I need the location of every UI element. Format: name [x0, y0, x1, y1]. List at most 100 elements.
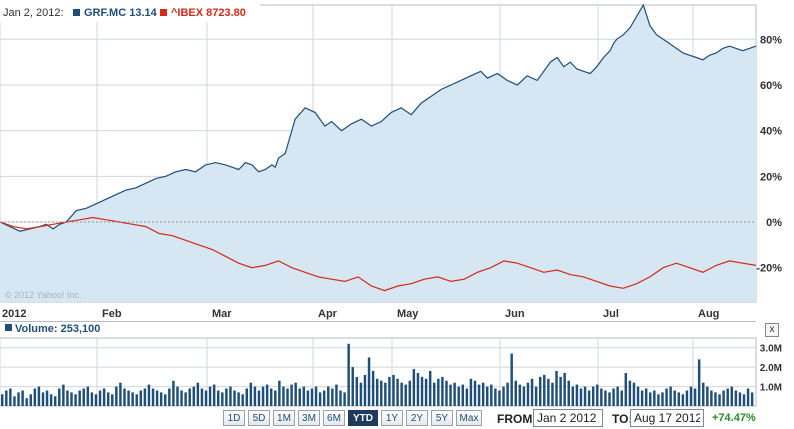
x-tick-label: Jul [603, 308, 619, 320]
volume-bar [746, 388, 750, 406]
volume-bar [168, 388, 171, 406]
x-tick-label: Aug [698, 308, 719, 320]
volume-bar [567, 380, 570, 406]
volume-bar [420, 376, 424, 406]
to-label: TO: [612, 412, 633, 426]
volume-bar [380, 380, 383, 406]
volume-bar [135, 394, 138, 406]
volume-bar [608, 392, 611, 406]
x-tick-label: Jun [505, 308, 525, 320]
volume-bar [192, 386, 196, 406]
volume-bar [730, 386, 733, 406]
legend-grf: GRF.MC 13.14 [84, 7, 158, 19]
from-label: FROM: [497, 412, 537, 426]
ibex-legend-swatch [160, 9, 167, 16]
range-button-ytd[interactable]: YTD [348, 410, 378, 426]
volume-bar [433, 382, 436, 406]
volume-bar [522, 386, 526, 406]
range-button-5y[interactable]: 5Y [431, 410, 453, 426]
close-volume-button[interactable]: x [765, 323, 779, 337]
volume-bar [257, 390, 261, 406]
range-button-3m[interactable]: 3M [298, 410, 320, 426]
volume-bar [649, 392, 652, 406]
volume-bar [249, 382, 253, 406]
volume-bar [388, 376, 391, 406]
volume-bar [184, 392, 187, 406]
volume-bar [490, 384, 493, 406]
volume-bar [555, 371, 558, 406]
y-tick-label: -20% [756, 263, 782, 275]
volume-bar [408, 380, 412, 406]
x-axis-ticks: 2012 Feb Mar Apr May Jun Jul Aug [2, 308, 719, 320]
volume-bar [375, 378, 379, 406]
volume-bar [657, 394, 660, 406]
volume-bar [449, 384, 452, 406]
volume-bar [188, 388, 191, 406]
volume-bar [702, 382, 705, 406]
volume-bar [486, 386, 489, 406]
volume-bar [526, 382, 530, 406]
volume-bar [70, 392, 73, 406]
volume-bar [518, 384, 522, 406]
range-button-6m[interactable]: 6M [323, 410, 345, 426]
volume-bar [278, 380, 281, 406]
volume-bar [25, 398, 28, 406]
volume-bar [453, 382, 456, 406]
volume-bar [502, 386, 505, 406]
from-date-input[interactable] [533, 409, 603, 427]
volume-bar [221, 392, 224, 406]
volume-bar [473, 380, 477, 406]
volume-bar [115, 386, 118, 406]
volume-bar [534, 386, 538, 406]
volume-bar [392, 374, 395, 406]
volume-label: Volume: 253,100 [15, 323, 100, 335]
volume-divider [0, 321, 756, 322]
volume-bar [384, 382, 387, 406]
volume-bar [159, 392, 163, 406]
range-button-1m[interactable]: 1M [273, 410, 295, 426]
volume-bar [98, 390, 102, 406]
grf-legend-swatch [73, 9, 80, 16]
volume-bar [742, 394, 746, 406]
volume-bar [640, 390, 644, 406]
range-button-5d[interactable]: 5D [248, 410, 270, 426]
volume-bar [78, 390, 81, 406]
volume-bar [726, 388, 729, 406]
volume-bar [119, 382, 122, 406]
volume-bar [322, 390, 326, 406]
volume-bar [710, 390, 713, 406]
copyright-watermark: © 2012 Yahoo! Inc. [5, 290, 81, 300]
volume-bar [351, 367, 354, 406]
volume-bar [237, 392, 240, 406]
volume-bar [514, 380, 517, 406]
volume-bar [359, 382, 363, 406]
volume-bar [575, 384, 579, 406]
range-button-2y[interactable]: 2Y [406, 410, 428, 426]
volume-bar [665, 388, 668, 406]
range-button-max[interactable]: Max [456, 410, 482, 426]
volume-bar [457, 386, 460, 406]
range-button-1d[interactable]: 1D [223, 410, 245, 426]
to-date-input[interactable] [630, 409, 704, 427]
volume-legend-swatch [5, 324, 12, 331]
x-tick-label: 2012 [2, 308, 26, 320]
volume-bar [111, 394, 114, 406]
volume-bar [620, 390, 623, 406]
volume-bar [208, 386, 212, 406]
volume-bar [164, 394, 167, 406]
volume-bar [335, 384, 338, 406]
volume-bar [131, 392, 134, 406]
volume-bar [229, 386, 232, 406]
volume-bar [571, 386, 575, 406]
volume-bar [693, 388, 697, 406]
volume-bar [102, 388, 106, 406]
range-button-1y[interactable]: 1Y [381, 410, 403, 426]
volume-bar [441, 376, 444, 406]
volume-bar [624, 373, 628, 406]
volume-bars [1, 343, 754, 406]
volume-bar [363, 374, 367, 406]
volume-bar [530, 378, 534, 406]
volume-bar [579, 388, 583, 406]
volume-bar [290, 384, 293, 406]
